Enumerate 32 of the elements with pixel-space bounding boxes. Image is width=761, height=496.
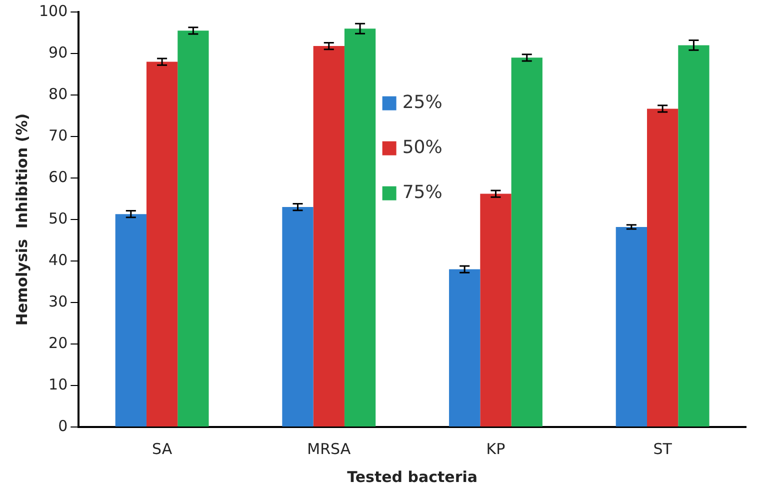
bar [480, 194, 512, 426]
bar [344, 28, 376, 426]
y-tick-label: 80 [48, 84, 68, 103]
legend-label: 75% [402, 182, 442, 203]
bar [178, 30, 209, 426]
x-tick-label: MRSA [307, 440, 352, 458]
bar [115, 214, 146, 426]
y-axis-title: Hemolysis Inhibition (%) [12, 113, 31, 326]
x-axis-title: Tested bacteria [347, 468, 478, 486]
bar [647, 108, 678, 426]
bar [616, 226, 648, 426]
x-tick-label: KP [486, 440, 506, 458]
x-tick-label: ST [653, 440, 673, 458]
y-tick-label: 30 [48, 292, 68, 310]
bar [678, 45, 710, 426]
bar [146, 62, 178, 426]
bar [449, 269, 480, 426]
bar [282, 207, 314, 426]
legend-label: 25% [402, 92, 442, 113]
y-tick-label: 10 [48, 375, 68, 394]
bar [511, 58, 542, 426]
y-tick-label: 100 [38, 2, 68, 20]
y-tick-label: 70 [48, 126, 68, 144]
y-tick-label: 50 [48, 209, 68, 228]
x-tick-label: SA [152, 440, 173, 458]
y-tick-label: 60 [48, 168, 68, 186]
y-tick-label: 0 [58, 416, 68, 435]
y-tick-label: 20 [48, 334, 68, 352]
y-tick-label: 40 [48, 250, 68, 269]
legend-label: 50% [402, 136, 442, 158]
y-tick-label: 90 [48, 43, 68, 62]
bar [313, 46, 344, 426]
